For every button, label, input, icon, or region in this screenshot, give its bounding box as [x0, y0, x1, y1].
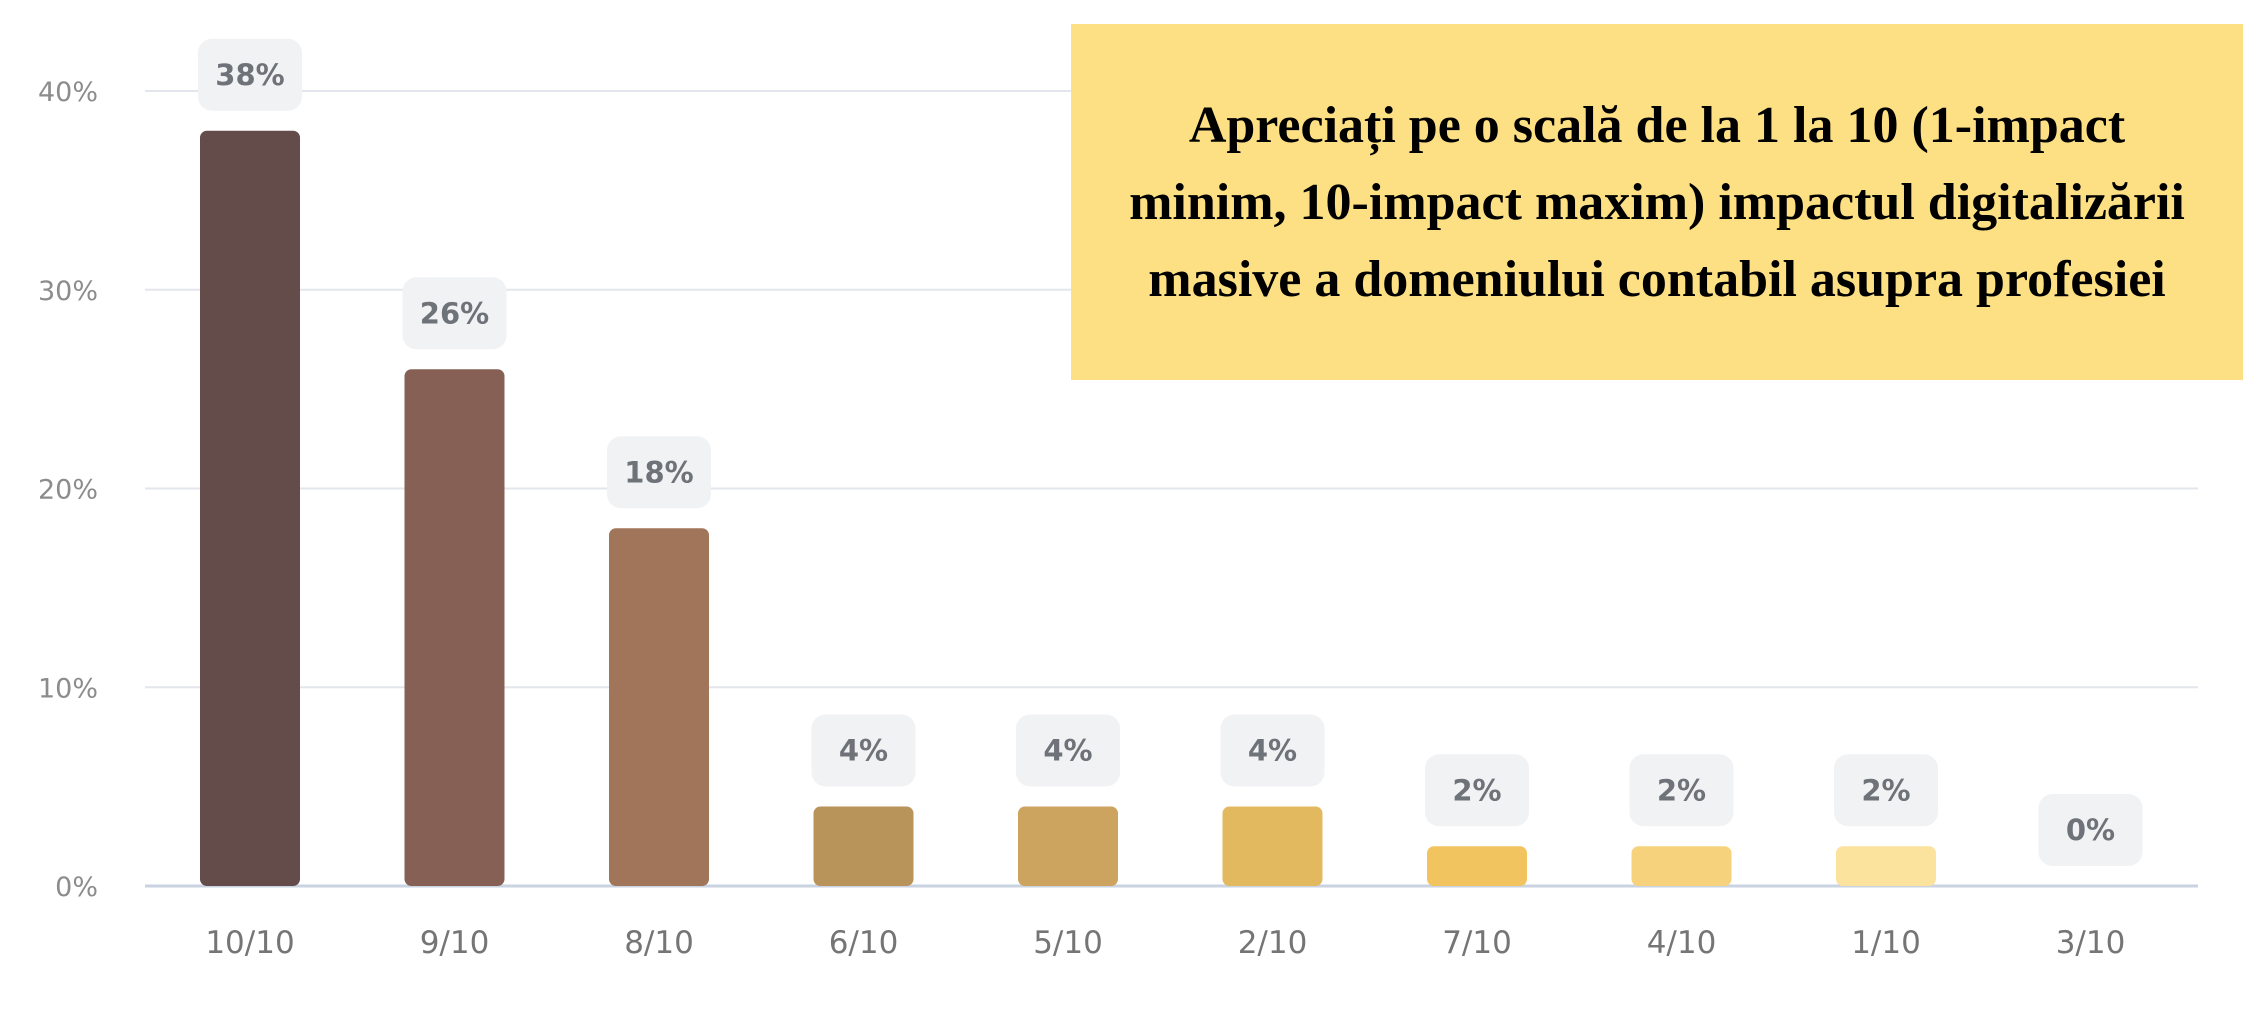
bar: [1222, 806, 1323, 886]
data-label: 2%: [1452, 773, 1501, 807]
bar: [1018, 806, 1118, 886]
data-label: 0%: [2066, 813, 2115, 847]
bar: [813, 806, 914, 886]
x-tick-label: 6/10: [829, 925, 899, 961]
y-axis-ticks: 0% 10% 20% 30% 40%: [38, 77, 98, 903]
data-label: 4%: [1248, 734, 1297, 768]
data-label: 26%: [420, 296, 489, 330]
chart-title: Apreciați pe o scală de la 1 la 10 (1-im…: [1129, 96, 2185, 308]
data-label-bubble: [198, 38, 302, 111]
data-label: 2%: [1861, 773, 1910, 807]
bar: [1836, 846, 1936, 886]
data-label-bubble: [811, 714, 916, 787]
y-tick-label: 30%: [38, 276, 98, 307]
data-label-bubble: [607, 436, 711, 509]
chart-title-box: Apreciați pe o scală de la 1 la 10 (1-im…: [1071, 24, 2243, 380]
data-label: 18%: [624, 455, 693, 489]
data-label-bubble: [1425, 754, 1529, 827]
x-tick-label: 8/10: [624, 925, 694, 961]
x-tick-label: 4/10: [1647, 925, 1717, 961]
y-tick-label: 20%: [38, 475, 98, 506]
x-axis-ticks: 10/10 9/10 8/10 6/10 5/10 2/10 7/10 4/10 1/10 3/1…: [205, 925, 2125, 961]
y-tick-label: 0%: [55, 872, 98, 903]
data-label: 4%: [839, 734, 888, 768]
x-tick-label: 9/10: [420, 925, 490, 961]
x-tick-label: 5/10: [1033, 925, 1103, 961]
x-tick-label: 3/10: [2056, 925, 2126, 961]
data-labels: 38% 26% 18% 4% 4% 4% 2% 2% 2% 0%: [198, 38, 2143, 866]
x-tick-label: 7/10: [1442, 925, 1512, 961]
data-label: 4%: [1043, 734, 1092, 768]
bar: [1631, 846, 1732, 886]
bars: [200, 130, 1936, 886]
data-label-bubble: [2038, 794, 2143, 866]
data-label-bubble: [1629, 754, 1734, 827]
data-label: 2%: [1657, 773, 1706, 807]
bar: [609, 528, 709, 886]
data-label-bubble: [1016, 714, 1120, 787]
bar: [404, 369, 505, 886]
x-tick-label: 10/10: [205, 925, 294, 961]
y-tick-label: 40%: [38, 77, 98, 108]
x-tick-label: 1/10: [1851, 925, 1921, 961]
x-tick-label: 2/10: [1238, 925, 1308, 961]
y-tick-label: 10%: [38, 673, 98, 704]
bar: [200, 130, 300, 886]
data-label-bubble: [1834, 754, 1938, 827]
bar: [1427, 846, 1527, 886]
data-label: 38%: [215, 58, 284, 92]
data-label-bubble: [1220, 714, 1325, 787]
data-label-bubble: [402, 277, 507, 350]
